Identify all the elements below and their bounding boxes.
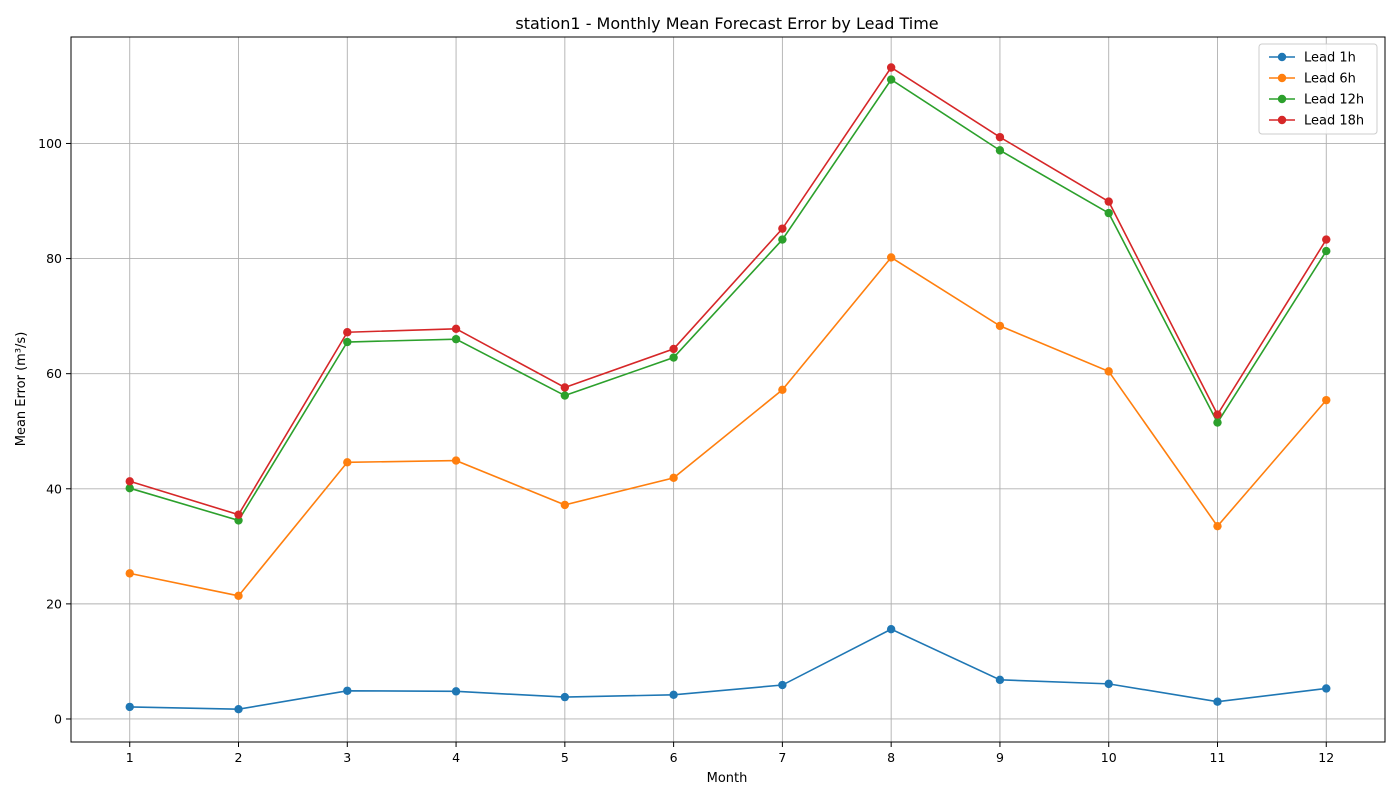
data-point bbox=[343, 686, 352, 695]
data-point bbox=[1213, 697, 1222, 706]
x-tick-label: 4 bbox=[452, 750, 460, 765]
legend-label: Lead 18h bbox=[1304, 114, 1364, 129]
data-point bbox=[451, 334, 461, 344]
data-point bbox=[886, 63, 896, 72]
data-point bbox=[343, 328, 352, 337]
y-tick-label: 0 bbox=[54, 711, 62, 726]
data-point bbox=[560, 383, 570, 392]
data-point bbox=[234, 704, 243, 714]
data-point bbox=[125, 484, 134, 493]
x-tick-label: 6 bbox=[670, 750, 678, 765]
x-tick-label: 7 bbox=[778, 750, 786, 765]
data-point bbox=[669, 344, 678, 354]
data-point bbox=[125, 477, 134, 486]
x-tick-label: 5 bbox=[561, 750, 569, 765]
y-tick-label: 20 bbox=[46, 596, 62, 611]
x-tick-label: 11 bbox=[1210, 750, 1226, 765]
data-point bbox=[1104, 208, 1113, 218]
grid bbox=[71, 37, 1385, 742]
data-point bbox=[1213, 521, 1222, 531]
y-tick-label: 80 bbox=[46, 251, 62, 266]
data-point bbox=[560, 391, 570, 400]
x-tick-label: 3 bbox=[343, 750, 351, 765]
legend: Lead 1h Lead 6h Lead 12h Lead 18h bbox=[1258, 43, 1378, 135]
series-lead-6h bbox=[125, 253, 1331, 601]
x-tick-label: 9 bbox=[996, 750, 1004, 765]
data-point bbox=[1322, 246, 1331, 256]
data-point bbox=[234, 510, 243, 519]
data-point bbox=[995, 132, 1005, 142]
plot-frame bbox=[70, 36, 1386, 743]
data-point bbox=[1322, 235, 1331, 244]
data-point bbox=[125, 702, 134, 712]
data-point bbox=[343, 458, 352, 467]
data-point bbox=[451, 324, 461, 333]
x-tick-label: 12 bbox=[1318, 750, 1334, 765]
data-point bbox=[1213, 418, 1222, 427]
data-point bbox=[1322, 395, 1331, 405]
series-line bbox=[129, 78, 1327, 522]
x-tick-label: 2 bbox=[235, 750, 243, 765]
series-line bbox=[129, 256, 1327, 597]
y-tick-label: 100 bbox=[38, 136, 62, 151]
data-point bbox=[886, 625, 896, 634]
y-tick-label: 40 bbox=[46, 481, 62, 496]
legend-item: Lead 1h bbox=[1269, 51, 1356, 66]
data-point bbox=[234, 591, 243, 601]
data-point bbox=[669, 473, 678, 483]
series-lead-1h bbox=[125, 625, 1331, 714]
data-point bbox=[669, 690, 678, 700]
legend-marker bbox=[1277, 52, 1287, 62]
data-point bbox=[1104, 367, 1113, 376]
data-point bbox=[886, 75, 896, 84]
data-point bbox=[1104, 197, 1113, 206]
data-point bbox=[560, 692, 570, 702]
data-point bbox=[995, 146, 1005, 155]
series-line bbox=[129, 628, 1327, 710]
series-lead-12h bbox=[125, 75, 1331, 525]
y-axis-label: Mean Error (m³/s) bbox=[14, 332, 29, 447]
data-point bbox=[1104, 679, 1113, 689]
series-line bbox=[129, 66, 1327, 516]
x-axis: 1 2 3 4 5 6 7 8 9 10 11 12 bbox=[126, 742, 1334, 765]
legend-item: Lead 18h bbox=[1269, 114, 1364, 129]
data-point bbox=[669, 353, 678, 362]
legend-label: Lead 6h bbox=[1304, 72, 1356, 87]
legend-label: Lead 12h bbox=[1304, 93, 1364, 108]
legend-marker bbox=[1277, 73, 1287, 83]
x-tick-label: 8 bbox=[887, 750, 895, 765]
data-point bbox=[778, 235, 787, 244]
legend-marker bbox=[1277, 94, 1287, 104]
data-point bbox=[451, 687, 461, 696]
x-axis-label: Month bbox=[707, 771, 748, 786]
data-point bbox=[125, 569, 134, 578]
data-point bbox=[234, 516, 243, 525]
data-point bbox=[451, 456, 461, 465]
data-point bbox=[1322, 684, 1331, 693]
y-tick-label: 60 bbox=[46, 366, 62, 381]
data-point bbox=[778, 680, 787, 690]
data-point bbox=[1213, 410, 1222, 419]
y-axis: 0 20 40 60 80 100 bbox=[38, 136, 71, 726]
legend-item: Lead 6h bbox=[1269, 72, 1356, 87]
data-point bbox=[778, 385, 787, 394]
legend-box bbox=[1258, 43, 1378, 135]
series-layer bbox=[125, 63, 1331, 714]
data-point bbox=[886, 253, 896, 262]
legend-item: Lead 12h bbox=[1269, 93, 1364, 108]
legend-label: Lead 1h bbox=[1304, 51, 1356, 66]
x-tick-label: 10 bbox=[1101, 750, 1117, 765]
legend-marker bbox=[1277, 115, 1287, 125]
data-point bbox=[560, 500, 570, 510]
data-point bbox=[995, 321, 1005, 331]
data-point bbox=[995, 675, 1005, 685]
series-lead-18h bbox=[125, 63, 1331, 519]
data-point bbox=[778, 224, 787, 233]
chart-title: station1 - Monthly Mean Forecast Error b… bbox=[515, 14, 938, 33]
data-point bbox=[343, 337, 352, 347]
x-tick-label: 1 bbox=[126, 750, 134, 765]
